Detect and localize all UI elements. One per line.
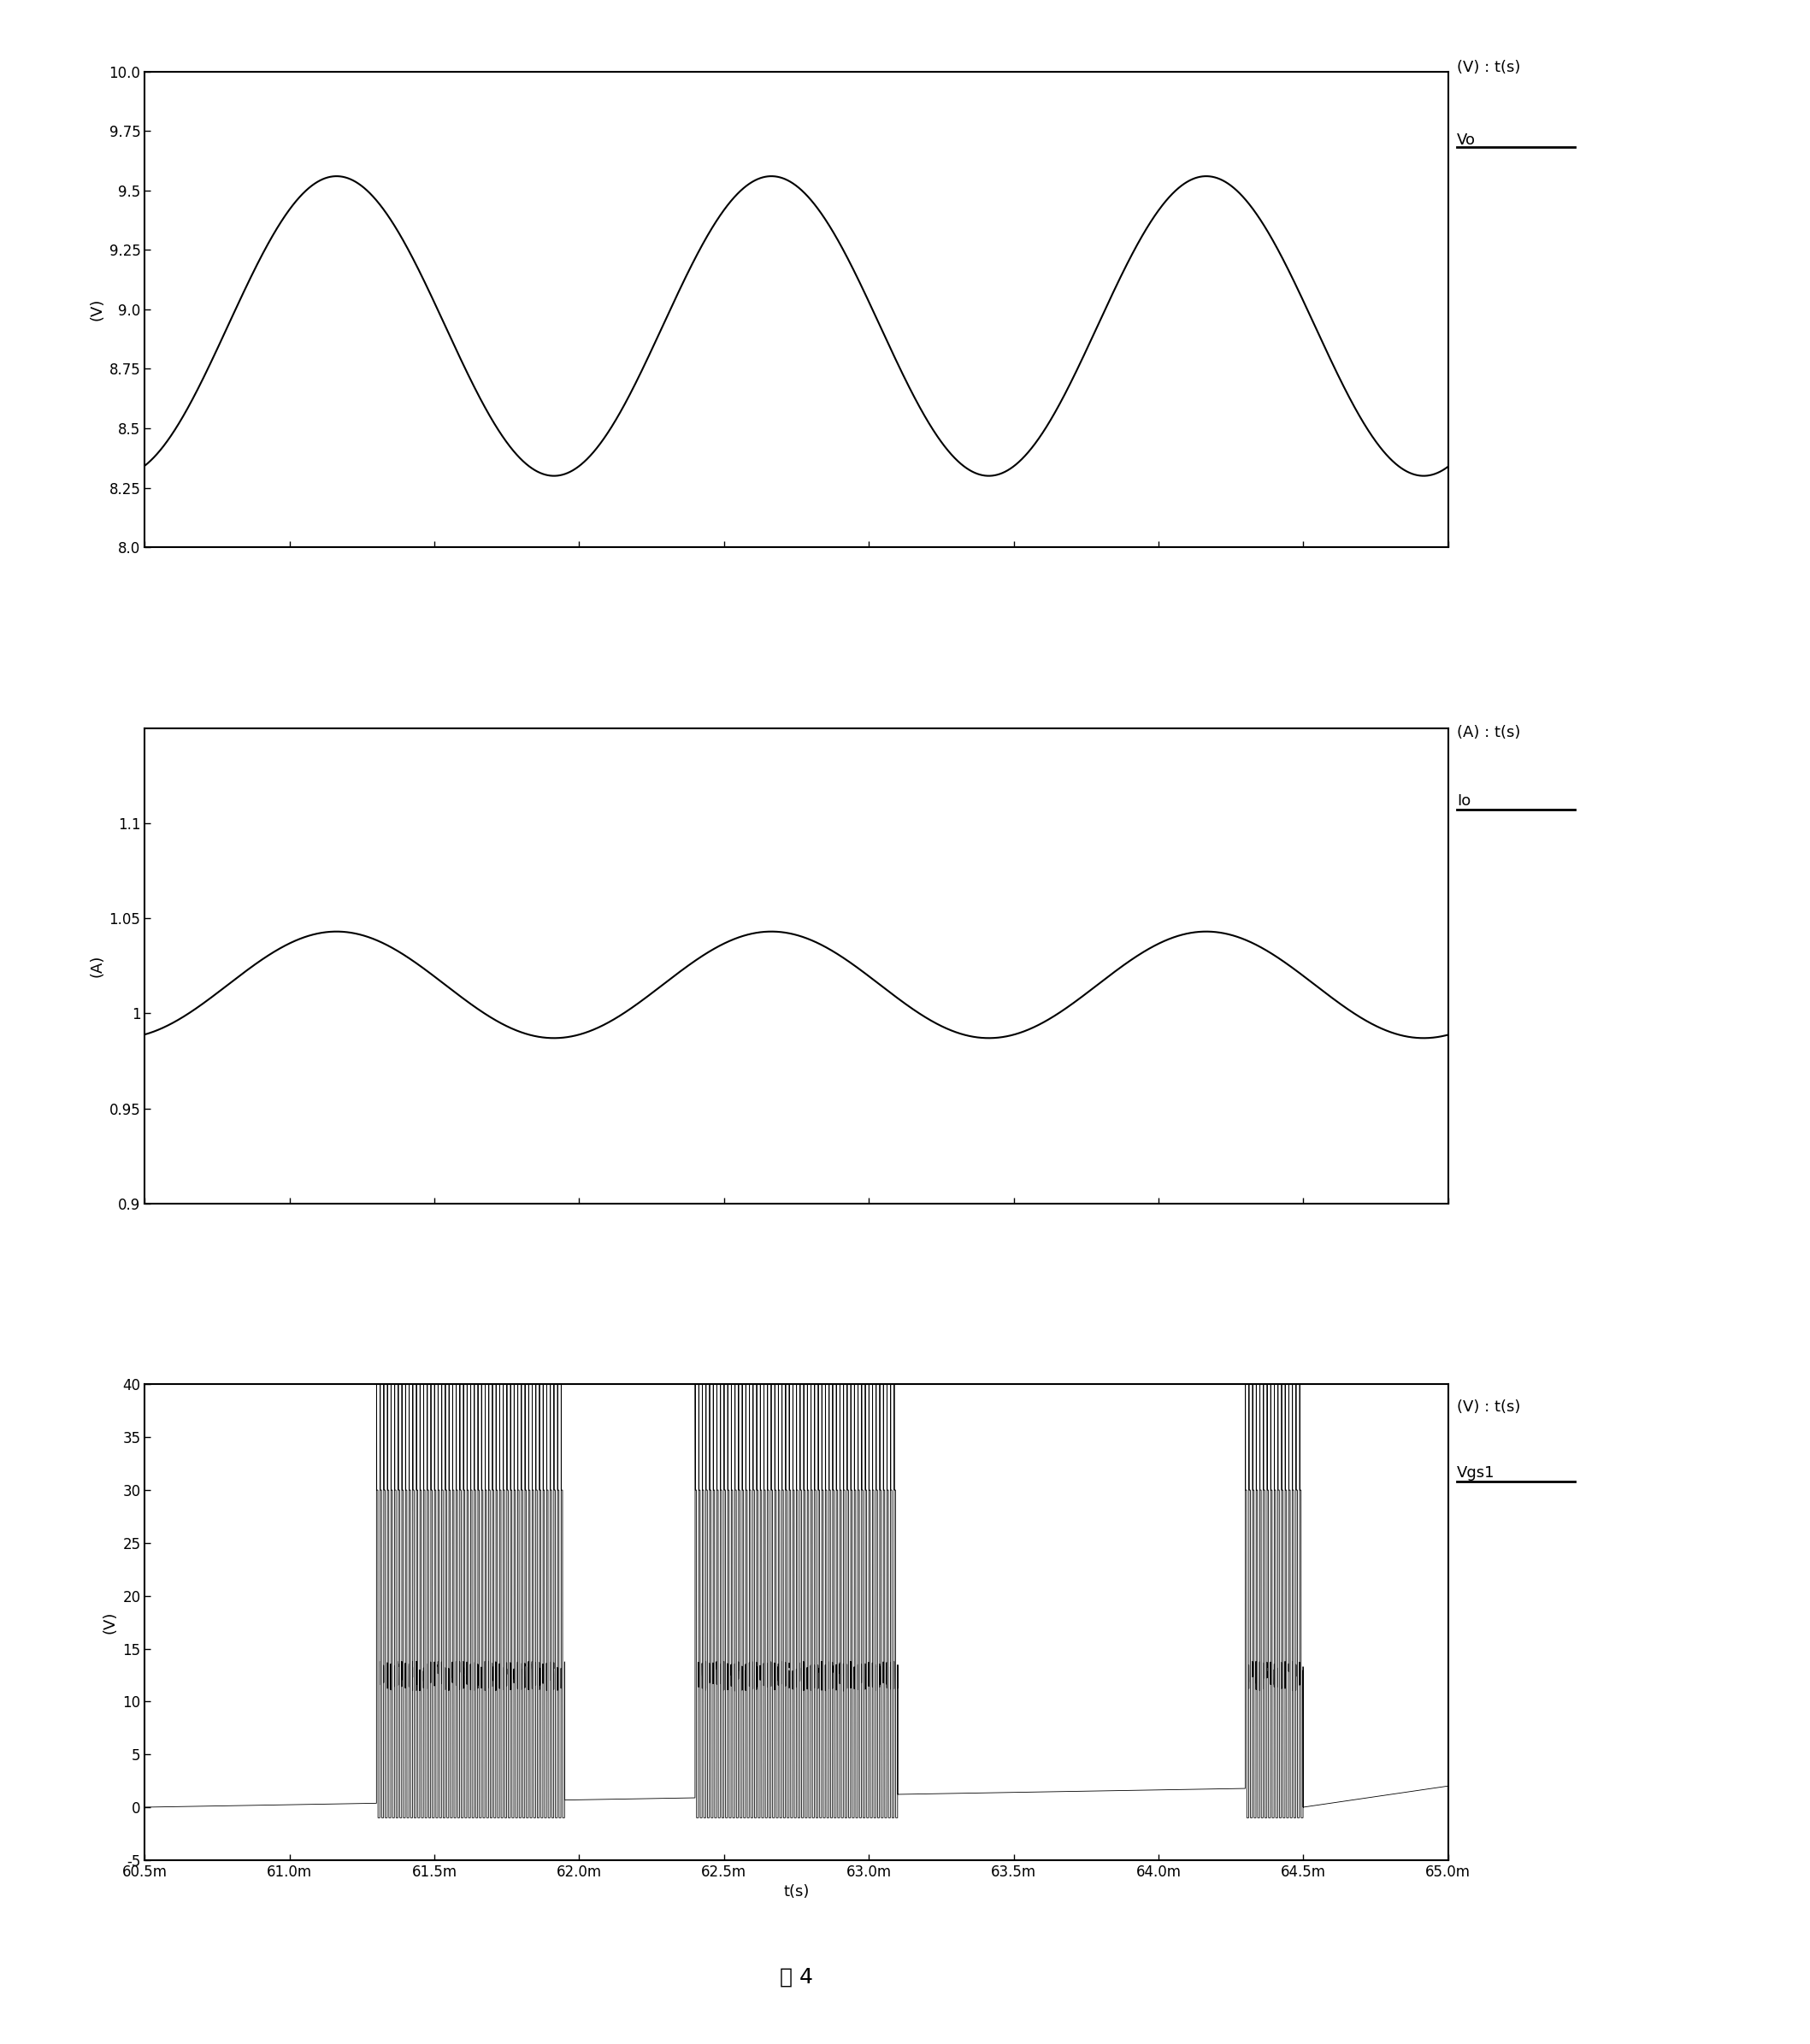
Text: (V) : t(s): (V) : t(s) (1457, 59, 1520, 76)
Y-axis label: (V): (V) (89, 298, 105, 321)
Y-axis label: (V): (V) (103, 1611, 118, 1633)
Text: (A) : t(s): (A) : t(s) (1457, 724, 1520, 740)
Text: Io: Io (1457, 793, 1472, 809)
Y-axis label: (A): (A) (89, 955, 105, 977)
Text: (V) : t(s): (V) : t(s) (1457, 1398, 1520, 1414)
Text: Vgs1: Vgs1 (1457, 1466, 1495, 1482)
X-axis label: t(s): t(s) (784, 1885, 809, 1899)
Text: Vo: Vo (1457, 133, 1475, 149)
Text: 图 4: 图 4 (780, 1966, 813, 1987)
